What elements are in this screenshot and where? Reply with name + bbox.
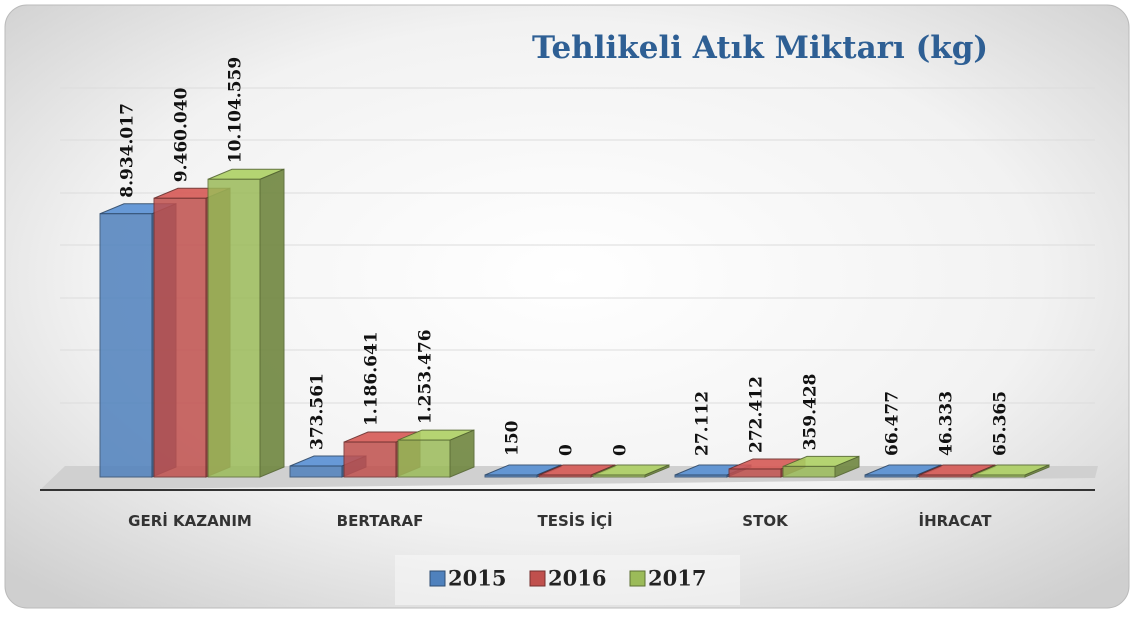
legend-label: 2015 (448, 566, 506, 591)
bar-face (728, 468, 782, 478)
x-tick-label: TESİS İÇİ (537, 511, 612, 530)
legend-label: 2016 (548, 566, 606, 591)
legend-swatch (629, 570, 646, 587)
bar-face (538, 474, 592, 478)
bar-face (674, 474, 728, 478)
bar (592, 464, 670, 478)
value-label: 1.186.641 (362, 331, 382, 426)
bar (397, 429, 475, 478)
value-label: 27.112 (693, 391, 713, 456)
bar-face (864, 474, 918, 478)
value-label: 8.934.017 (118, 103, 138, 198)
bar (972, 464, 1050, 478)
value-label: 272.412 (747, 376, 767, 453)
legend-box (395, 555, 740, 605)
bar-face (259, 168, 285, 478)
bar-face (592, 474, 646, 478)
bar-face (782, 465, 836, 478)
bar-face (397, 439, 451, 478)
bar-face (918, 474, 972, 478)
value-label: 10.104.559 (226, 57, 246, 163)
bar-face (972, 474, 1026, 478)
bar-face (99, 213, 153, 478)
value-label: 1.253.476 (416, 329, 436, 424)
chart-title: Tehlikeli Atık Miktarı (kg) (532, 30, 988, 66)
bar (207, 168, 285, 478)
x-tick-label: İHRACAT (919, 511, 993, 530)
value-label: 9.460.040 (172, 87, 192, 182)
bar-face (153, 197, 207, 478)
value-label: 150 (503, 420, 523, 456)
bar-face (289, 465, 343, 478)
x-tick-label: STOK (742, 512, 789, 530)
legend-swatch (429, 570, 446, 587)
bar-face (484, 474, 538, 478)
value-label: 373.561 (308, 373, 328, 450)
value-label: 0 (557, 444, 577, 456)
value-label: 359.428 (801, 374, 821, 451)
value-label: 66.477 (883, 391, 903, 456)
value-label: 65.365 (991, 391, 1011, 456)
bar (782, 455, 860, 478)
value-label: 46.333 (937, 391, 957, 456)
value-label: 0 (611, 444, 631, 456)
bar-face (343, 441, 397, 478)
bar-face (207, 178, 261, 478)
x-tick-label: BERTARAF (337, 512, 424, 530)
legend-label: 2017 (648, 566, 706, 591)
legend-swatch (529, 570, 546, 587)
x-tick-label: GERİ KAZANIM (128, 511, 252, 530)
